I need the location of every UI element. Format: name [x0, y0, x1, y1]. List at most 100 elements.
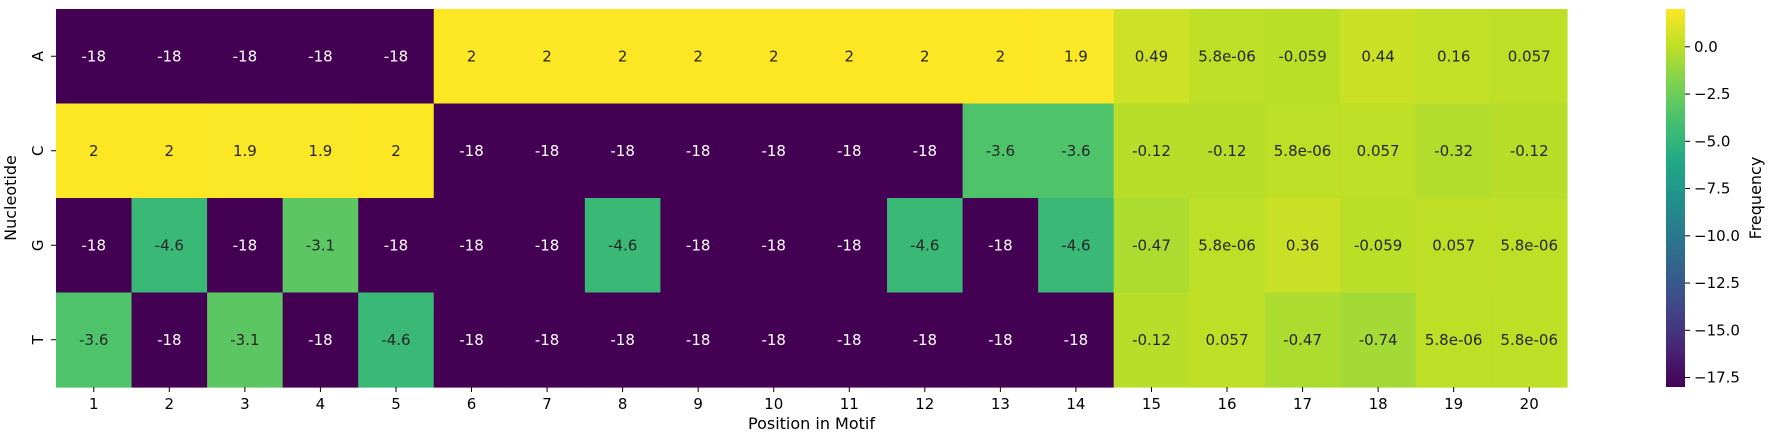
heatmap-cell [1264, 9, 1341, 105]
heatmap-cell [1113, 292, 1190, 388]
x-tick-label: 13 [991, 395, 1010, 413]
cell-value-label: 1.9 [1064, 47, 1088, 65]
cell-value-label: 5.8e-06 [1274, 142, 1332, 160]
heatmap-cell [1415, 9, 1493, 105]
y-tick-label: C [29, 146, 47, 156]
cell-value-label: -0.12 [1510, 142, 1549, 160]
cell-value-label: 5.8e-06 [1425, 331, 1483, 349]
x-tick-label: 3 [240, 395, 250, 413]
cell-value-label: 2 [542, 47, 552, 65]
cell-value-label: -18 [837, 142, 862, 160]
heatmap-cell [282, 198, 359, 294]
cell-value-label: -18 [535, 236, 560, 254]
heatmap-cell [887, 292, 964, 388]
colorbar-tick-label: −17.5 [1694, 369, 1740, 387]
heatmap-cell [207, 198, 284, 294]
x-tick-label: 9 [693, 395, 703, 413]
heatmap-cell [131, 9, 208, 105]
colorbar-tick-label: −10.0 [1694, 227, 1740, 245]
cell-value-label: -0.059 [1354, 236, 1402, 254]
cell-value-label: 2 [920, 47, 930, 65]
cell-value-label: -18 [233, 236, 258, 254]
heatmap-cell [131, 103, 208, 199]
y-tick-label: A [29, 50, 47, 61]
heatmap-cell [584, 292, 661, 388]
x-axis-label: Position in Motif [748, 414, 875, 433]
cell-value-label: -0.059 [1278, 47, 1326, 65]
cell-value-label: -18 [384, 47, 409, 65]
cell-value-label: -18 [157, 331, 182, 349]
cell-value-label: -18 [459, 142, 484, 160]
cell-value-label: -18 [1064, 331, 1089, 349]
cell-value-label: -18 [988, 331, 1013, 349]
cell-value-label: -0.12 [1132, 142, 1171, 160]
heatmap-cell [433, 9, 510, 105]
cell-value-label: 2 [693, 47, 703, 65]
heatmap-cell [584, 9, 661, 105]
heatmap-cell [735, 292, 813, 388]
heatmap-cell [282, 292, 359, 388]
heatmap-cell [56, 198, 133, 294]
heatmap-cell [1113, 198, 1190, 294]
cell-value-label: -0.47 [1283, 331, 1322, 349]
cell-value-label: -18 [913, 142, 938, 160]
cell-value-label: -3.6 [79, 331, 108, 349]
heatmap-cell [1113, 9, 1190, 105]
x-tick-label: 5 [391, 395, 401, 413]
heatmap-cell [509, 198, 586, 294]
heatmap-cell [962, 198, 1039, 294]
cell-value-label: -3.6 [986, 142, 1015, 160]
cell-value-label: 0.057 [1432, 236, 1475, 254]
cell-value-label: -18 [988, 236, 1013, 254]
cell-value-label: -18 [761, 236, 786, 254]
x-tick-label: 16 [1217, 395, 1236, 413]
x-tick-label: 6 [467, 395, 477, 413]
cell-value-label: -4.6 [608, 236, 637, 254]
cell-value-label: -18 [157, 47, 182, 65]
cell-value-label: 5.8e-06 [1500, 331, 1558, 349]
cell-value-label: -0.32 [1434, 142, 1473, 160]
heatmap-cell [887, 9, 964, 105]
cell-value-label: -18 [837, 236, 862, 254]
cell-value-label: 0.16 [1437, 47, 1470, 65]
cell-value-label: 0.057 [1508, 47, 1551, 65]
heatmap-cell [962, 9, 1039, 105]
cell-value-label: 5.8e-06 [1198, 236, 1256, 254]
heatmap-cell [1189, 292, 1266, 388]
heatmap-cell [1264, 198, 1341, 294]
colorbar-tick-label: −5.0 [1694, 132, 1730, 150]
heatmap-cell [962, 103, 1039, 199]
cell-value-label: -18 [761, 331, 786, 349]
x-tick-label: 1 [89, 395, 99, 413]
cell-value-label: -18 [233, 47, 258, 65]
heatmap-cell [1491, 103, 1568, 199]
cell-value-label: 5.8e-06 [1500, 236, 1558, 254]
heatmap-cell [56, 292, 133, 388]
x-tick-label: 12 [915, 395, 934, 413]
heatmap-cell [1113, 103, 1190, 199]
heatmap-cell [1038, 103, 1115, 199]
cell-value-label: -18 [308, 47, 333, 65]
colorbar-tick-label: −2.5 [1694, 85, 1730, 103]
heatmap-cell [56, 103, 133, 199]
heatmap-cell [1340, 9, 1417, 105]
cell-value-label: -18 [82, 47, 107, 65]
heatmap-cell [433, 292, 510, 388]
heatmap-cell [433, 198, 510, 294]
cell-value-label: 2 [165, 142, 175, 160]
heatmap-cell [207, 292, 284, 388]
cell-value-label: -18 [535, 142, 560, 160]
cell-value-label: -18 [459, 236, 484, 254]
cell-value-label: 0.057 [1206, 331, 1249, 349]
heatmap-cells [56, 9, 1568, 388]
heatmap-cell [660, 9, 737, 105]
heatmap-cell [811, 103, 888, 199]
heatmap-cell [1189, 103, 1266, 199]
heatmap-cell [282, 103, 359, 199]
cell-value-label: 2 [618, 47, 628, 65]
colorbar-tick-label: 0.0 [1694, 38, 1718, 56]
cell-value-label: -4.6 [381, 331, 410, 349]
cell-value-label: -18 [308, 331, 333, 349]
cell-value-label: -18 [82, 236, 107, 254]
